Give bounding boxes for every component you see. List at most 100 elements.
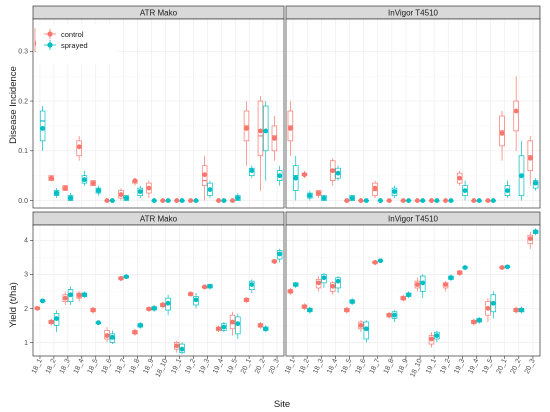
box-sprayed (235, 313, 241, 339)
box-body (391, 187, 398, 196)
box-control (229, 198, 236, 203)
mean-point (160, 302, 166, 308)
box-body (249, 280, 255, 290)
mean-point (335, 278, 341, 284)
box-control (34, 305, 41, 311)
box-sprayed (151, 304, 157, 312)
mean-point (335, 170, 341, 176)
y-tick-label: 0.2 (18, 98, 28, 105)
mean-point (76, 144, 82, 150)
mean-point (137, 322, 143, 328)
box-sprayed (434, 330, 440, 343)
box-sprayed (377, 258, 384, 264)
mean-point (202, 172, 208, 178)
box-sprayed (95, 320, 102, 326)
x-tick-label: 18_9 (397, 358, 410, 375)
box-control (499, 111, 505, 161)
x-tick-label: 19_2 (439, 358, 452, 375)
box-sprayed (276, 248, 283, 263)
mean-point (82, 292, 87, 298)
legend-key-control (44, 29, 56, 39)
box-control (118, 188, 124, 201)
box-body (249, 167, 255, 177)
mean-point (527, 155, 533, 161)
box-body (53, 313, 60, 326)
x-tick-label: 20_3 (268, 358, 281, 375)
box-sprayed (405, 291, 412, 299)
box-control (301, 303, 308, 311)
mean-point (330, 168, 336, 174)
box-sprayed (363, 320, 370, 343)
mean-point (216, 326, 222, 332)
box-control (456, 170, 463, 186)
box-control (48, 175, 54, 181)
box-sprayed (151, 198, 157, 203)
mean-point (90, 307, 96, 313)
box-body (109, 333, 116, 343)
box-sprayed (179, 342, 185, 355)
box-sprayed (39, 298, 46, 304)
box-sprayed (476, 198, 482, 203)
mean-point (363, 326, 369, 332)
box-control (229, 311, 236, 336)
box-control (358, 320, 364, 333)
box-sprayed (363, 198, 370, 203)
mean-point (358, 198, 364, 203)
box-body (527, 234, 534, 245)
mean-point (344, 198, 350, 203)
mean-point (443, 282, 448, 287)
box-control (174, 340, 180, 353)
box-sprayed (67, 286, 74, 305)
box-sprayed (504, 264, 511, 270)
box-sprayed (193, 293, 199, 309)
box-body (201, 165, 208, 186)
box-control (132, 178, 138, 186)
mean-point (179, 346, 185, 352)
box-control (257, 321, 264, 329)
mean-point (193, 198, 199, 203)
mean-point (193, 297, 199, 303)
box-sprayed (193, 198, 199, 203)
mean-point (372, 185, 378, 191)
mean-point (221, 324, 227, 330)
box-control (471, 318, 477, 326)
box-control (174, 198, 180, 203)
box-sprayed (532, 178, 539, 191)
x-tick-label: 20_1 (496, 358, 509, 375)
mean-point (448, 198, 454, 203)
mean-point (505, 188, 510, 193)
mean-point (307, 193, 313, 198)
mean-point (513, 108, 519, 114)
box-sprayed (137, 185, 143, 199)
box-body (263, 105, 269, 152)
x-tick-label: 18_8 (383, 358, 396, 375)
box-control (215, 198, 222, 203)
x-tick-label: 18_10 (409, 358, 424, 379)
mean-point (349, 299, 355, 304)
box-control (160, 301, 166, 309)
mean-point (123, 274, 129, 280)
box-sprayed (419, 198, 426, 203)
box-control (471, 198, 477, 203)
mean-point (104, 333, 110, 338)
legend-label-sprayed: sprayed (61, 41, 88, 50)
box-control (315, 276, 322, 292)
mean-point (457, 175, 463, 181)
box-body (104, 330, 110, 340)
mean-point (146, 185, 152, 191)
mean-point (123, 195, 129, 201)
facet-strip-label: ATR Mako (140, 215, 178, 224)
mean-point (358, 322, 364, 328)
mean-point (406, 198, 412, 203)
box-sprayed (67, 193, 74, 201)
box-sprayed (81, 291, 88, 299)
mean-point (54, 316, 59, 321)
mean-point (151, 305, 157, 311)
box-control (372, 260, 378, 265)
box-sprayed (263, 101, 269, 181)
box-control (243, 101, 250, 166)
x-tick-label: 18_3 (312, 358, 325, 375)
box-body (315, 279, 322, 289)
box-sprayed (179, 198, 185, 203)
box-sprayed (292, 281, 299, 288)
